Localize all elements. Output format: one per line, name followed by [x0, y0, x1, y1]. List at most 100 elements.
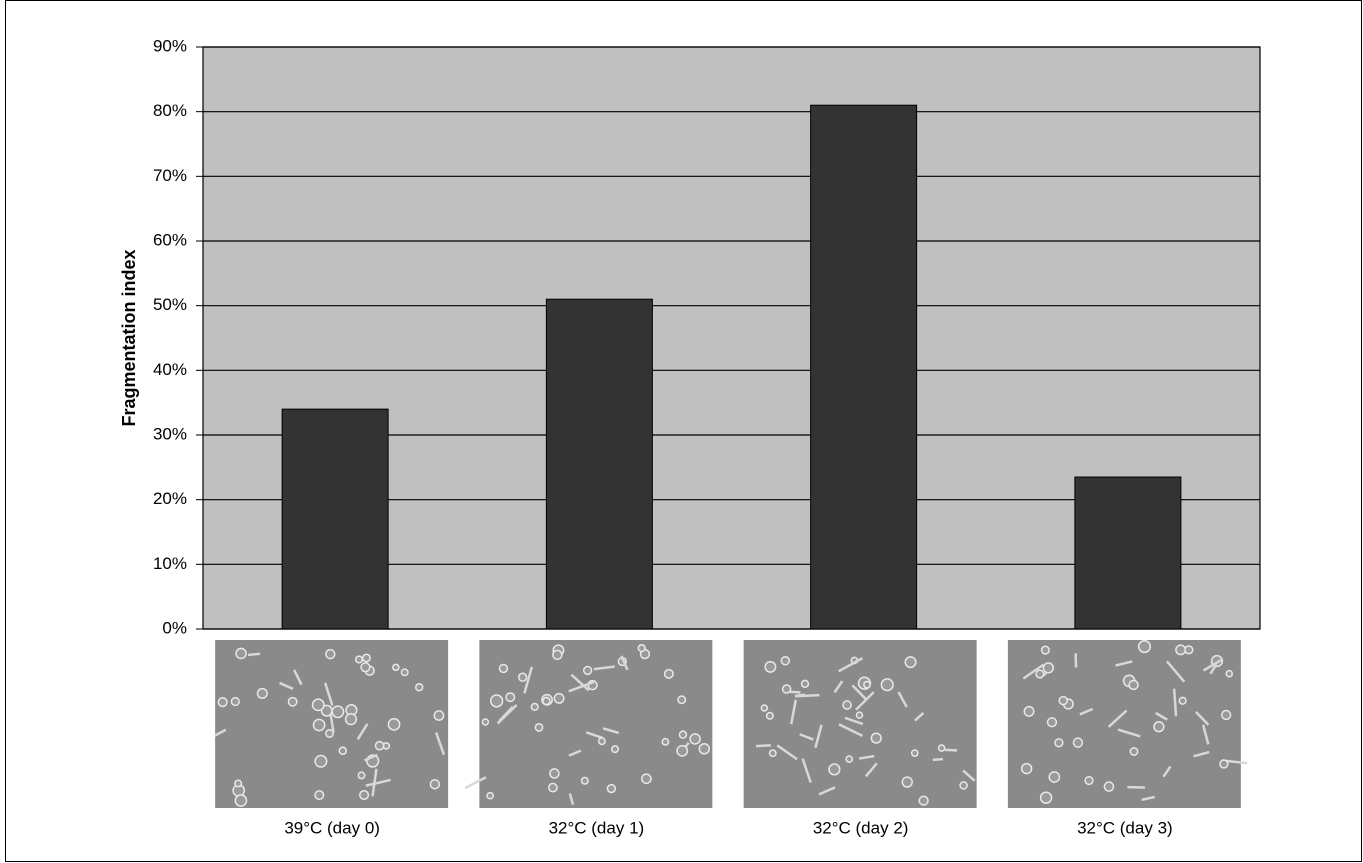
cell	[1185, 646, 1193, 654]
cell	[1073, 738, 1082, 747]
cell	[235, 780, 241, 786]
cell	[679, 731, 686, 738]
cell	[783, 685, 791, 693]
cell	[765, 662, 775, 672]
micrograph	[1008, 640, 1247, 808]
cell	[313, 699, 324, 710]
y-tick-label: 70%	[153, 166, 187, 185]
cell	[1130, 748, 1137, 755]
cell	[662, 739, 668, 745]
cell	[843, 701, 851, 709]
cell	[519, 673, 527, 681]
bar	[282, 409, 388, 629]
cell	[487, 793, 493, 799]
y-tick-label: 50%	[153, 295, 187, 314]
cell	[1179, 697, 1186, 704]
chart: Fragmentation index 0%10%20%30%40%50%60%…	[0, 0, 1363, 863]
bar	[1075, 477, 1181, 629]
cell	[1176, 645, 1185, 654]
cell	[235, 795, 246, 806]
cell	[1024, 707, 1033, 716]
bar	[811, 105, 917, 629]
cell	[388, 719, 399, 730]
cell	[933, 759, 943, 760]
x-tick-label: 32°C (day 3)	[1077, 818, 1173, 837]
y-tick-label: 20%	[153, 489, 187, 508]
cell	[1049, 772, 1059, 782]
cell	[1043, 663, 1053, 673]
cell	[1104, 782, 1113, 791]
y-tick-label: 10%	[153, 554, 187, 573]
micrograph	[215, 640, 448, 808]
y-axis-label: Fragmentation index	[119, 249, 139, 426]
cell	[346, 714, 357, 725]
y-tick-label: 90%	[153, 36, 187, 55]
cell	[582, 778, 589, 785]
cell	[1042, 646, 1050, 654]
y-tick-label: 0%	[162, 618, 187, 637]
cell	[358, 772, 364, 778]
cell	[1226, 671, 1232, 677]
cell	[584, 666, 592, 674]
cell	[1139, 641, 1151, 653]
cell	[535, 724, 542, 731]
cell	[491, 695, 503, 707]
cell	[945, 750, 957, 751]
cell	[499, 664, 507, 672]
cell	[315, 755, 327, 767]
cell	[531, 703, 538, 710]
cell	[1085, 777, 1093, 785]
y-tick-label: 30%	[153, 424, 187, 443]
cell	[375, 742, 383, 750]
cell	[829, 764, 840, 775]
cell	[1222, 711, 1231, 720]
cell	[482, 719, 488, 725]
cell	[756, 745, 771, 746]
cell	[550, 769, 559, 778]
cell	[332, 706, 343, 717]
cell	[960, 782, 967, 789]
cell	[690, 734, 700, 744]
cell	[1220, 760, 1228, 768]
cell	[553, 650, 562, 659]
cell	[856, 712, 862, 718]
cell	[393, 664, 399, 670]
y-tick-label: 40%	[153, 360, 187, 379]
cell	[802, 680, 809, 687]
cell	[326, 650, 335, 659]
cell	[1129, 681, 1138, 690]
cell	[1059, 697, 1067, 705]
cell	[846, 756, 852, 762]
cell	[699, 744, 709, 754]
cell	[607, 785, 615, 793]
cell	[796, 695, 820, 696]
micrograph	[465, 640, 712, 808]
cell	[248, 654, 260, 655]
cell	[1036, 670, 1044, 678]
cell	[401, 669, 407, 675]
cell	[231, 698, 239, 706]
cell	[612, 746, 619, 753]
cell	[761, 705, 767, 711]
cell	[361, 663, 370, 672]
cell	[554, 694, 563, 703]
cell	[430, 780, 439, 789]
cell	[678, 696, 685, 703]
cell	[315, 791, 324, 800]
cell	[339, 747, 346, 754]
cell	[549, 783, 557, 791]
cell	[770, 750, 776, 756]
cell	[881, 679, 893, 691]
x-tick-label: 32°C (day 2)	[813, 818, 909, 837]
micrograph	[744, 640, 977, 808]
cell	[1048, 718, 1057, 727]
cell	[288, 698, 296, 706]
cell	[543, 698, 550, 705]
x-tick-label: 39°C (day 0)	[284, 818, 380, 837]
cell	[218, 698, 227, 707]
cell	[864, 681, 870, 687]
cell	[939, 745, 945, 751]
cell	[781, 657, 789, 665]
cell	[905, 657, 916, 668]
y-tick-label: 80%	[153, 101, 187, 120]
